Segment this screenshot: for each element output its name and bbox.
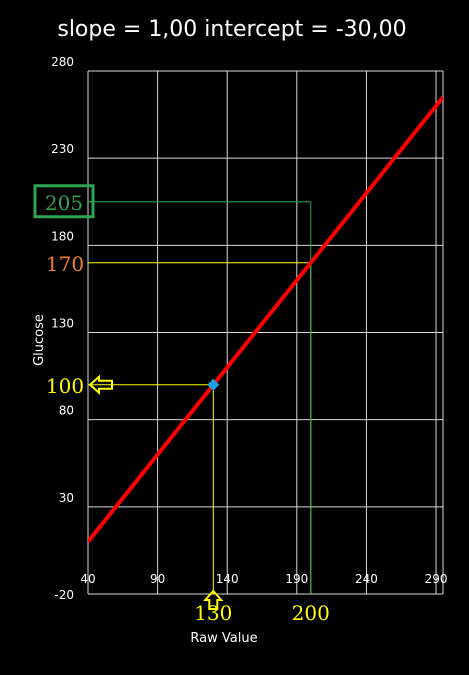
regression-line — [88, 95, 443, 543]
x-tick-label: 140 — [216, 572, 239, 586]
arrow-up-icon — [203, 589, 224, 610]
y-tick-label: 230 — [51, 142, 74, 156]
y-tick-label: 80 — [59, 404, 74, 418]
x-tick-label: 190 — [285, 572, 308, 586]
y-tick-label: 180 — [51, 229, 74, 243]
value-box — [33, 184, 95, 219]
x-annotation-label: 200 — [292, 601, 330, 625]
guide-lines — [88, 201, 312, 594]
x-tick-label: 40 — [80, 572, 95, 586]
y-annotation-label: 100 — [46, 374, 84, 398]
x-tick-label: 240 — [355, 572, 378, 586]
arrow-left-icon — [88, 374, 113, 396]
tick-labels: 40 90 140 190 240 290 -20 30 80 130 180 230 280 — [51, 55, 447, 602]
y-tick-label: 280 — [51, 55, 74, 69]
x-tick-label: 90 — [150, 572, 165, 586]
x-tick-label: 290 — [425, 572, 448, 586]
points-layer — [207, 378, 220, 391]
y-annotation-label: 205 — [45, 191, 83, 215]
grid — [87, 70, 444, 595]
annotations: 100 130 170 200 205 — [33, 184, 330, 625]
y-annotation-label: 170 — [46, 252, 84, 276]
x-axis-label: Raw Value — [190, 631, 257, 646]
data-point — [207, 378, 220, 391]
regression-line-layer — [88, 95, 443, 543]
y-tick-label: -20 — [54, 588, 74, 602]
y-axis-label: Glucose — [32, 314, 47, 366]
chart-title: slope = 1,00 intercept = -30,00 — [57, 17, 406, 42]
y-tick-label: 30 — [59, 491, 74, 505]
x-annotation-label: 130 — [194, 601, 232, 625]
y-tick-label: 130 — [51, 317, 74, 331]
